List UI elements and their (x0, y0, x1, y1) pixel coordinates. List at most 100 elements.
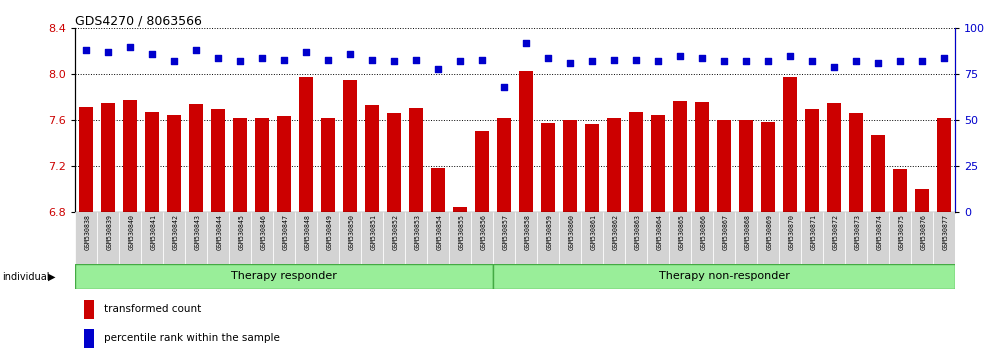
Bar (405, 212, 427, 264)
Text: GSM530864: GSM530864 (657, 214, 663, 250)
Text: transformed count: transformed count (104, 304, 201, 314)
Bar (889, 212, 911, 264)
Bar (647, 212, 669, 264)
Text: GSM530841: GSM530841 (151, 214, 157, 250)
Bar (585, 124, 599, 212)
Bar (911, 212, 933, 264)
Bar (559, 212, 581, 264)
Point (342, 51, 358, 57)
Text: GSM530861: GSM530861 (591, 214, 597, 250)
Text: GSM530871: GSM530871 (811, 214, 817, 250)
Text: GSM530854: GSM530854 (437, 214, 443, 250)
Bar (695, 102, 709, 212)
Bar (581, 212, 603, 264)
Point (78, 47, 94, 53)
Bar (607, 118, 621, 212)
Point (496, 84, 512, 90)
Point (738, 59, 754, 64)
Text: GSM530852: GSM530852 (393, 214, 399, 250)
Point (650, 59, 666, 64)
Bar (757, 212, 779, 264)
Bar (475, 131, 489, 212)
Bar (651, 115, 665, 212)
Text: GSM530860: GSM530860 (569, 214, 575, 250)
Bar (123, 100, 137, 212)
Bar (431, 167, 445, 212)
Bar (739, 120, 753, 212)
Point (518, 40, 534, 46)
Bar (849, 113, 863, 212)
Point (760, 59, 776, 64)
Bar (933, 212, 955, 264)
Bar (97, 212, 119, 264)
Point (914, 59, 930, 64)
Bar (383, 212, 405, 264)
Point (320, 57, 336, 62)
Bar (365, 105, 379, 212)
Bar (603, 212, 625, 264)
Bar (805, 109, 819, 212)
Text: GSM530839: GSM530839 (107, 214, 113, 250)
Bar (75, 264, 493, 289)
Bar (361, 212, 383, 264)
Bar (409, 108, 423, 212)
Bar (915, 189, 929, 212)
Text: GSM530856: GSM530856 (481, 214, 487, 250)
Bar (761, 121, 775, 212)
Text: GSM530850: GSM530850 (349, 214, 355, 250)
Bar (691, 212, 713, 264)
Bar (449, 212, 471, 264)
Point (870, 61, 886, 66)
Text: GSM530840: GSM530840 (129, 214, 135, 250)
Bar (75, 212, 97, 264)
Text: GSM530863: GSM530863 (635, 214, 641, 250)
Text: GSM530842: GSM530842 (173, 214, 179, 250)
Point (804, 59, 820, 64)
Point (122, 44, 138, 50)
Bar (233, 118, 247, 212)
Bar (673, 101, 687, 212)
Point (606, 57, 622, 62)
Text: Therapy responder: Therapy responder (231, 272, 337, 281)
Text: GSM530876: GSM530876 (921, 214, 927, 250)
Bar (167, 115, 181, 212)
Bar (317, 212, 339, 264)
Bar (343, 80, 357, 212)
Bar (801, 212, 823, 264)
Bar (735, 212, 757, 264)
Text: Therapy non-responder: Therapy non-responder (659, 272, 789, 281)
Point (298, 50, 314, 55)
Bar (207, 212, 229, 264)
Text: GSM530870: GSM530870 (789, 214, 795, 250)
Point (144, 51, 160, 57)
Bar (629, 112, 643, 212)
Point (452, 59, 468, 64)
Bar (277, 116, 291, 212)
Text: GSM530869: GSM530869 (767, 214, 773, 250)
Point (408, 57, 424, 62)
Bar (893, 169, 907, 212)
Bar (141, 212, 163, 264)
Text: GSM530867: GSM530867 (723, 214, 729, 250)
Bar (783, 76, 797, 212)
Point (474, 57, 490, 62)
Point (188, 47, 204, 53)
Bar (299, 76, 313, 212)
Point (166, 59, 182, 64)
Bar (339, 212, 361, 264)
Point (936, 55, 952, 61)
Point (210, 55, 226, 61)
Text: GSM530874: GSM530874 (877, 214, 883, 250)
Text: GSM530855: GSM530855 (459, 214, 465, 250)
Point (694, 55, 710, 61)
Text: percentile rank within the sample: percentile rank within the sample (104, 333, 280, 343)
Point (254, 55, 270, 61)
Text: GSM530868: GSM530868 (745, 214, 751, 250)
Point (628, 57, 644, 62)
Bar (515, 212, 537, 264)
Bar (871, 135, 885, 212)
Bar (185, 212, 207, 264)
Point (232, 59, 248, 64)
Bar (779, 212, 801, 264)
Text: GSM530866: GSM530866 (701, 214, 707, 250)
